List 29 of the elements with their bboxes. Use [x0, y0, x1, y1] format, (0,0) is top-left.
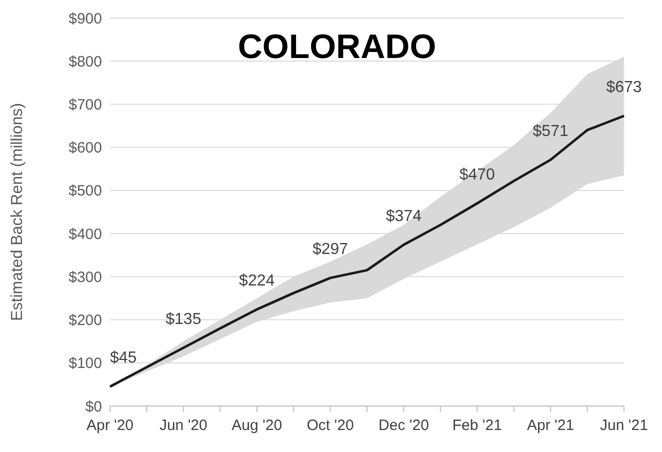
- y-tick-label: $200: [68, 312, 102, 330]
- x-tick-label: Aug '20: [232, 417, 282, 434]
- data-label: $374: [386, 208, 422, 225]
- y-tick-label: $100: [68, 355, 102, 372]
- y-tick-label: $300: [68, 268, 102, 286]
- data-label: $470: [459, 166, 496, 184]
- y-tick-label: $500: [68, 182, 102, 200]
- x-tick-label: Jun '20: [159, 417, 208, 434]
- y-tick-label: $0: [85, 398, 102, 416]
- y-tick-label: $800: [68, 53, 102, 70]
- data-label: $673: [606, 78, 642, 96]
- y-tick-label: $900: [68, 10, 102, 28]
- x-tick-label: Jun '21: [600, 417, 648, 434]
- data-label: $135: [166, 310, 202, 328]
- data-label: $45: [110, 350, 137, 367]
- y-tick-label: $700: [68, 96, 102, 114]
- y-axis-title: Estimated Back Rent (millions): [9, 103, 26, 321]
- y-tick-label: $600: [68, 140, 102, 157]
- x-tick-label: Feb '21: [452, 417, 502, 434]
- x-tick-label: Dec '20: [378, 417, 429, 434]
- y-tick-label: $400: [68, 226, 102, 243]
- data-label: $571: [532, 122, 568, 140]
- line-series: [108, 114, 626, 388]
- data-label: $224: [239, 272, 275, 290]
- x-tick-label: Apr '21: [527, 417, 574, 434]
- chart-title: COLORADO: [238, 28, 436, 66]
- x-tick-label: Apr '20: [86, 417, 134, 434]
- data-label: $297: [312, 240, 348, 258]
- x-tick-label: Oct '20: [306, 417, 354, 434]
